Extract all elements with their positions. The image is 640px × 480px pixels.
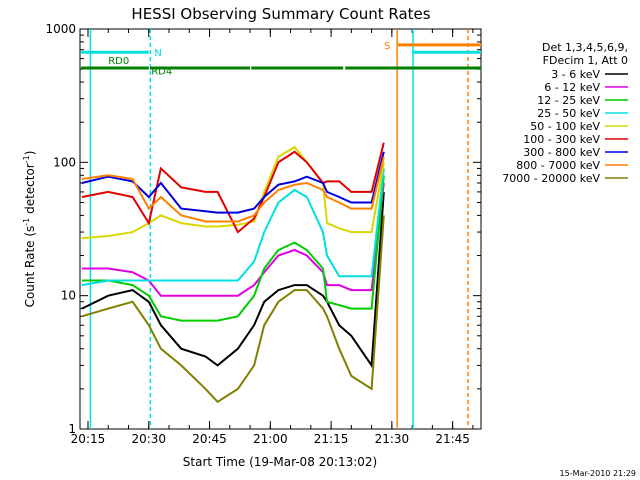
y-tick-label: 100: [53, 155, 76, 169]
y-axis-label-end: ): [23, 151, 37, 156]
legend-label: 800 - 7000 keV: [516, 159, 600, 172]
legend-label: 3 - 6 keV: [551, 68, 600, 81]
x-tick-label: 20:15: [71, 432, 106, 446]
y-axis-label: Count Rate (s-1 detector-1): [22, 151, 37, 308]
legend-header-1: Det 1,3,4,5,6,9,: [542, 41, 628, 54]
legend-label: 300 - 800 keV: [523, 146, 600, 159]
x-tick-label: 21:45: [435, 432, 470, 446]
series-line: [81, 156, 385, 223]
flag-label: N: [154, 48, 161, 59]
series-line: [81, 175, 385, 322]
y-tick-label: 1: [68, 422, 76, 436]
flag-label: RD4: [151, 67, 172, 78]
y-axis-label-mid: detector: [23, 163, 37, 218]
x-tick-label: 20:30: [131, 432, 166, 446]
series-line: [81, 182, 385, 297]
legend-label: 6 - 12 keV: [544, 81, 600, 94]
x-tick-label: 21:15: [314, 432, 349, 446]
series-line: [81, 191, 385, 369]
flag-label: S: [384, 41, 390, 52]
y-axis-ticks: 1 10 100 1000: [45, 22, 481, 436]
legend-label: 50 - 100 keV: [530, 120, 600, 133]
y-axis-label-sup2: -1: [22, 155, 31, 163]
series-line: [81, 151, 385, 214]
footer-timestamp: 15-Mar-2010 21:29: [560, 469, 637, 478]
vertical-markers: [89, 29, 469, 429]
x-axis-label: Start Time (19-Mar-08 20:13:02): [183, 455, 377, 469]
series-lines: [81, 142, 385, 404]
legend-label: 25 - 50 keV: [537, 107, 600, 120]
legend-label: 12 - 25 keV: [537, 94, 600, 107]
series-line: [81, 168, 385, 287]
flag-label: RD0: [108, 56, 129, 67]
series-line: [81, 142, 385, 234]
flag-bars: N S RD0 RD4: [81, 41, 481, 78]
y-axis-label-sup1: -1: [22, 218, 31, 226]
legend-label: 7000 - 20000 keV: [502, 172, 600, 185]
legend: Det 1,3,4,5,6,9, FDecim 1, Att 0 3 - 6 k…: [502, 41, 628, 185]
y-tick-label: 1000: [45, 22, 76, 36]
y-tick-label: 10: [61, 289, 76, 303]
x-tick-label: 21:00: [253, 432, 288, 446]
legend-header-2: FDecim 1, Att 0: [543, 54, 628, 67]
y-axis-label-main: Count Rate (s: [23, 226, 37, 308]
x-axis-ticks: 20:15 20:30 20:45 21:00 21:15 21:30 21:45: [71, 29, 474, 446]
series-line: [81, 145, 385, 240]
legend-label: 100 - 300 keV: [523, 133, 600, 146]
x-tick-label: 21:30: [375, 432, 410, 446]
plot-frame: [79, 28, 482, 430]
series-line: [81, 215, 385, 404]
chart-title: HESSI Observing Summary Count Rates: [131, 5, 430, 23]
x-tick-label: 20:45: [192, 432, 227, 446]
